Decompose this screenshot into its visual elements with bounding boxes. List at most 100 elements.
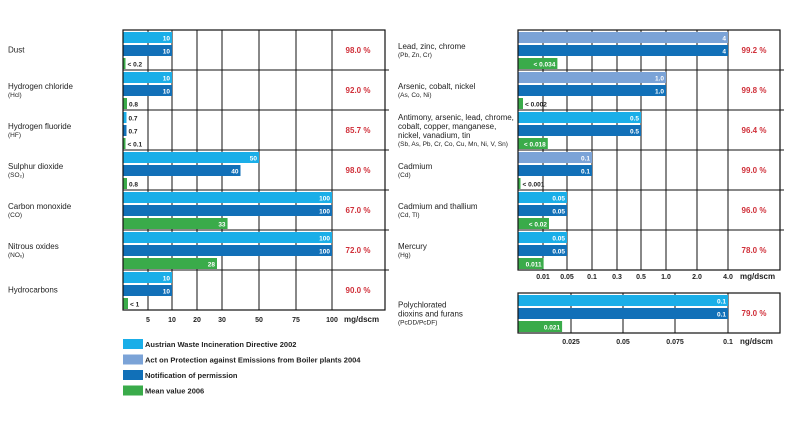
bar-mean [518, 321, 563, 332]
category-label: Hydrocarbons [8, 286, 58, 295]
bar-permission [123, 85, 172, 96]
bar-mean [518, 138, 548, 149]
tick-label: 0.075 [666, 339, 684, 346]
category-formula: (Pb, Zn, Cr) [398, 52, 432, 59]
bar-value-label: 1.0 [655, 76, 664, 83]
category-formula: (Cd) [398, 172, 411, 179]
bar-permission [518, 205, 567, 216]
tick-label: 75 [292, 317, 300, 324]
reduction-percent: 99.8 % [742, 86, 767, 95]
tick-label: 0.5 [636, 274, 646, 281]
reduction-percent: 79.0 % [742, 309, 767, 318]
bar-value-label: 4 [722, 36, 726, 43]
bar-austrian [123, 272, 172, 283]
bar-value-label: < 0.002 [525, 102, 547, 109]
reduction-percent: 67.0 % [346, 206, 371, 215]
legend-label: Mean value 2006 [145, 387, 204, 396]
bar-mean [518, 178, 521, 189]
bar-value-label: 0.8 [129, 102, 138, 109]
bar-permission [123, 45, 172, 56]
category-label: nickel, vanadium, tin [398, 131, 470, 140]
category-formula: (Cd, Tl) [398, 212, 420, 219]
category-formula: (Sb, As, Pb, Cr, Co, Cu, Mn, Ni, V, Sn) [398, 141, 508, 148]
bar-value-label: 100 [319, 249, 330, 256]
bar-austrian [123, 32, 172, 43]
bar-boiler [518, 72, 666, 83]
category-label: Hydrogen fluoride [8, 122, 72, 131]
bar-mean [123, 258, 217, 269]
bar-value-label: 0.1 [581, 169, 590, 176]
category-label: Lead, zinc, chrome [398, 42, 466, 51]
tick-label: 10 [168, 317, 176, 324]
tick-label: 20 [193, 317, 201, 324]
bar-value-label: 100 [319, 196, 330, 203]
tick-label: 100 [326, 317, 338, 324]
reduction-percent: 96.4 % [742, 126, 767, 135]
bar-value-label: 0.5 [630, 116, 639, 123]
legend-swatch-boiler [123, 354, 143, 365]
category-label: Dust [8, 46, 25, 55]
bar-mean [518, 218, 549, 229]
category-formula: (Hcl) [8, 92, 22, 99]
bar-austrian [123, 112, 127, 123]
bar-permission [518, 85, 666, 96]
bar-value-label: 33 [218, 222, 226, 229]
bar-mean [123, 98, 127, 109]
axis-unit: ng/dscm [740, 337, 773, 346]
legend-label: Austrian Waste Incineration Directive 20… [145, 340, 296, 349]
plot-frame [517, 29, 781, 271]
category-label: Mercury [398, 242, 427, 251]
bar-austrian [518, 112, 641, 123]
bar-mean [518, 258, 544, 269]
bar-mean [518, 58, 558, 69]
category-formula: (NOₓ) [8, 252, 24, 259]
bar-mean [123, 218, 228, 229]
bar-value-label: 0.05 [552, 196, 565, 203]
bar-mean [123, 178, 127, 189]
bar-mean [123, 138, 126, 149]
bar-value-label: 0.05 [552, 249, 565, 256]
bar-value-label: 28 [208, 262, 216, 269]
tick-label: 2.0 [692, 274, 702, 281]
tick-label: 30 [218, 317, 226, 324]
tick-label: 0.025 [562, 339, 580, 346]
bar-value-label: < 0.02 [529, 222, 548, 229]
bar-value-label: 10 [163, 289, 171, 296]
reduction-percent: 99.0 % [742, 166, 767, 175]
legend-swatch-permission [123, 370, 143, 380]
bar-value-label: 0.8 [129, 182, 138, 189]
bar-permission [123, 285, 172, 296]
tick-label: 0.1 [587, 274, 597, 281]
category-label: Polychlorated [398, 300, 446, 309]
bar-permission [123, 245, 332, 256]
legend-swatch-austrian [123, 339, 143, 349]
bar-permission [518, 45, 728, 56]
bar-value-label: 40 [231, 169, 239, 176]
bar-value-label: 4 [722, 49, 726, 56]
bar-value-label: < 1 [130, 302, 140, 309]
bar-value-label: 0.5 [630, 129, 639, 136]
bar-austrian [518, 192, 567, 203]
bar-value-label: < 0.001 [523, 182, 545, 189]
bar-austrian [123, 232, 332, 243]
legend-label: Notification of permission [145, 371, 238, 380]
category-formula: (CO) [8, 212, 22, 219]
bar-value-label: < 0.1 [128, 142, 143, 149]
reduction-percent: 99.2 % [742, 46, 767, 55]
bar-value-label: 10 [163, 49, 171, 56]
tick-label: 5 [146, 317, 150, 324]
plot-frame [517, 292, 781, 334]
bar-permission [518, 245, 567, 256]
category-formula: (SO₂) [8, 172, 24, 179]
bar-mean [123, 298, 128, 309]
category-label: Sulphur dioxide [8, 162, 64, 171]
legend-swatch-mean [123, 385, 143, 396]
bar-value-label: 10 [163, 36, 171, 43]
bar-boiler [518, 152, 592, 163]
bar-value-label: < 0.2 [128, 62, 143, 69]
reduction-percent: 90.0 % [346, 286, 371, 295]
bar-austrian [518, 295, 728, 306]
category-label: Nitrous oxides [8, 242, 59, 251]
tick-label: 0.05 [616, 339, 630, 346]
